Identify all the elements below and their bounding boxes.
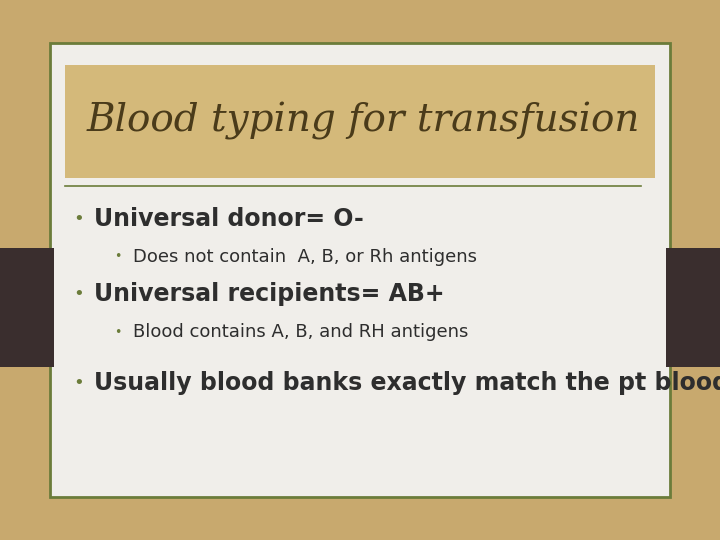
- Text: •: •: [73, 285, 84, 303]
- Text: •: •: [114, 250, 121, 263]
- Text: Universal donor= O-: Universal donor= O-: [94, 207, 364, 231]
- Text: Does not contain  A, B, or Rh antigens: Does not contain A, B, or Rh antigens: [133, 247, 477, 266]
- Text: •: •: [73, 374, 84, 393]
- Text: •: •: [114, 326, 121, 339]
- Bar: [666, 248, 720, 367]
- Text: •: •: [73, 210, 84, 228]
- Text: Blood contains A, B, and RH antigens: Blood contains A, B, and RH antigens: [133, 323, 469, 341]
- Text: Blood typing for transfusion: Blood typing for transfusion: [86, 103, 640, 140]
- Bar: [50, 43, 670, 497]
- Bar: [65, 65, 655, 178]
- Text: Universal recipients= AB+: Universal recipients= AB+: [94, 282, 444, 306]
- Bar: [0, 248, 54, 367]
- Text: Usually blood banks exactly match the pt blood: Usually blood banks exactly match the pt…: [94, 372, 720, 395]
